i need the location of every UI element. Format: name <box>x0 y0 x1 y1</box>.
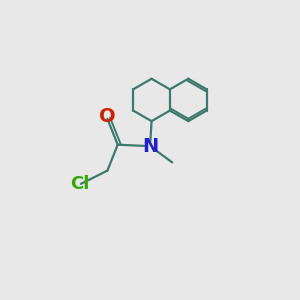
Text: O: O <box>99 107 116 126</box>
Text: N: N <box>142 137 158 156</box>
Text: Cl: Cl <box>70 175 89 193</box>
